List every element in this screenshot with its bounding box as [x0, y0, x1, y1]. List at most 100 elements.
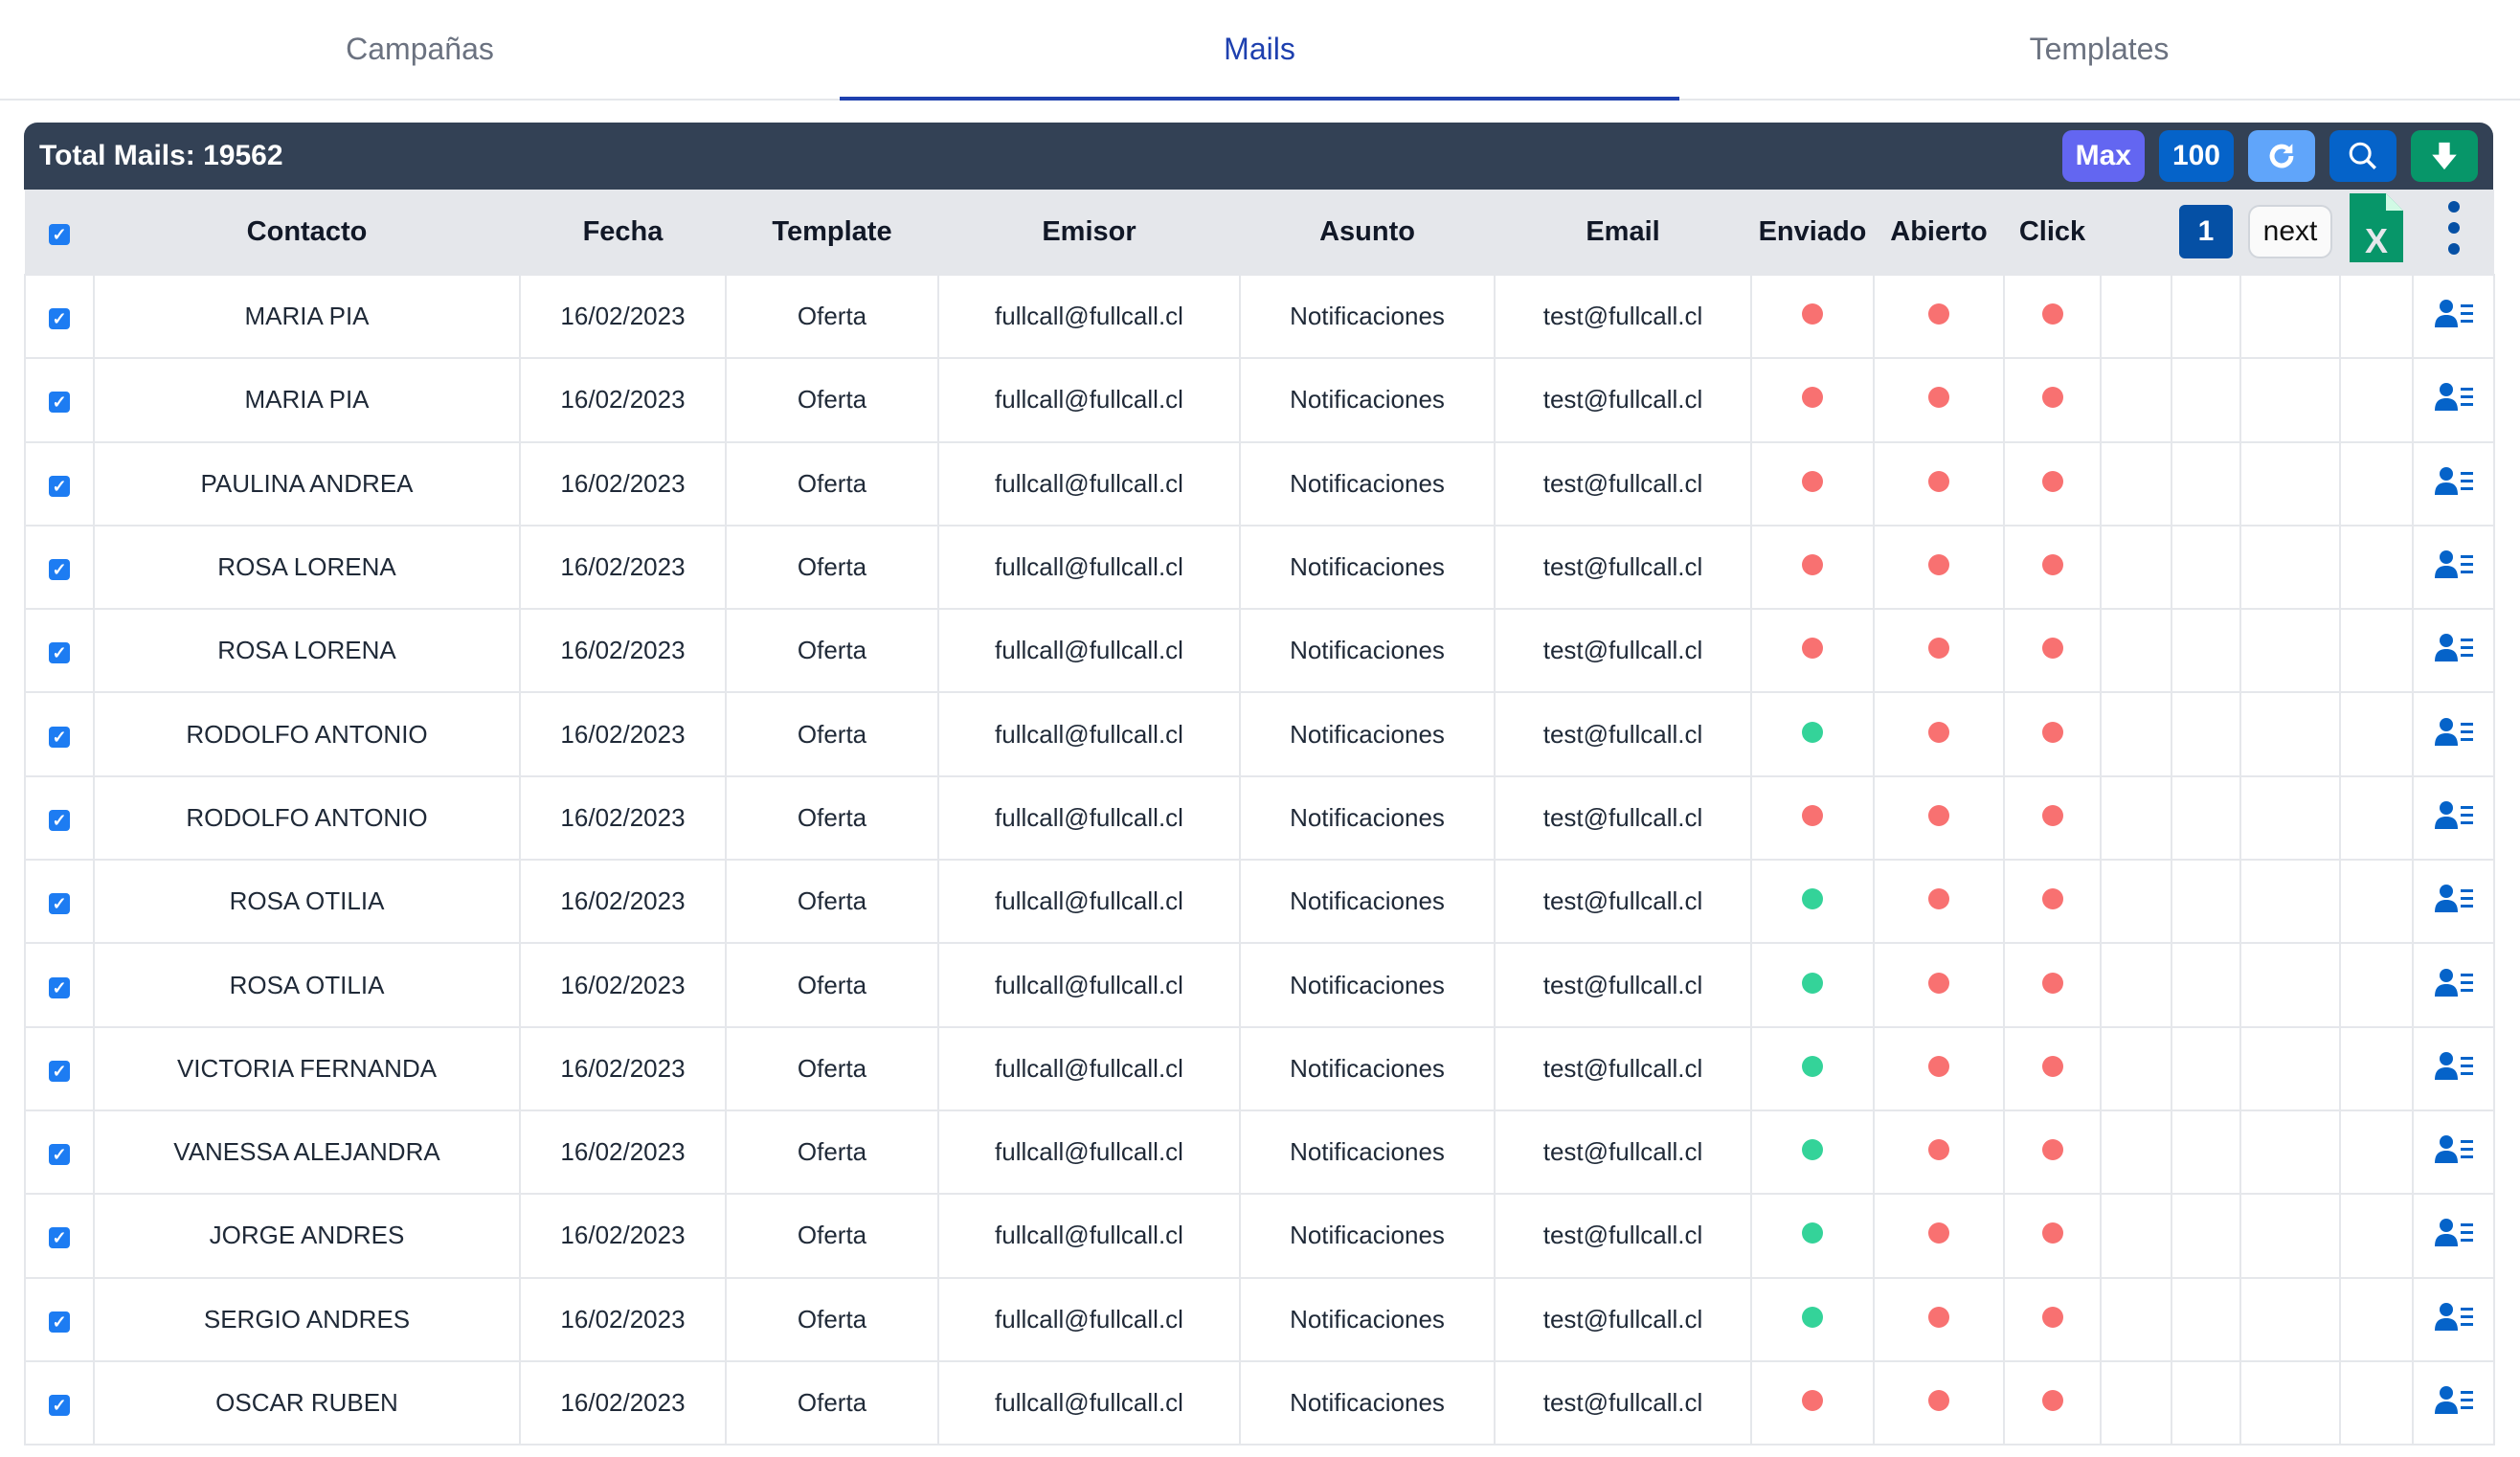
row-checkbox[interactable]: ✓ — [49, 475, 70, 497]
table-row[interactable]: ✓ MARIA PIA 16/02/2023 Oferta fullcall@f… — [24, 357, 2495, 443]
cell-fecha: 16/02/2023 — [519, 1109, 727, 1196]
click-status-dot — [2041, 554, 2063, 576]
row-checkbox[interactable]: ✓ — [49, 809, 70, 831]
table-row[interactable]: ✓ JORGE ANDRES 16/02/2023 Oferta fullcal… — [24, 1193, 2495, 1279]
contact-details-icon[interactable] — [2434, 299, 2473, 328]
contact-details-icon[interactable] — [2434, 1218, 2473, 1247]
select-all-checkbox[interactable]: ✓ — [49, 223, 70, 245]
cell-fecha: 16/02/2023 — [519, 942, 727, 1028]
contact-details-icon[interactable] — [2434, 968, 2473, 997]
cell-template: Oferta — [725, 774, 939, 862]
search-button[interactable] — [2329, 130, 2396, 182]
row-checkbox[interactable]: ✓ — [49, 1144, 70, 1166]
cell-template: Oferta — [725, 524, 939, 611]
cell-email: test@fullcall.cl — [1494, 691, 1752, 777]
table-row[interactable]: ✓ MARIA PIA 16/02/2023 Oferta fullcall@f… — [24, 273, 2495, 360]
cell-fecha: 16/02/2023 — [519, 691, 727, 777]
table-row[interactable]: ✓ VICTORIA FERNANDA 16/02/2023 Oferta fu… — [24, 1025, 2495, 1111]
col-template[interactable]: Template — [726, 190, 938, 275]
cell-fecha: 16/02/2023 — [519, 1359, 727, 1446]
table-row[interactable]: ✓ ROSA OTILIA 16/02/2023 Oferta fullcall… — [24, 859, 2495, 945]
col-emisor[interactable]: Emisor — [938, 190, 1240, 275]
click-status-dot — [2041, 721, 2063, 743]
click-status-dot — [2041, 387, 2063, 409]
abierto-status-dot — [1928, 470, 1949, 492]
cell-email: test@fullcall.cl — [1494, 1359, 1752, 1446]
contact-details-icon[interactable] — [2434, 633, 2473, 662]
download-button[interactable] — [2411, 130, 2478, 182]
contact-details-icon[interactable] — [2434, 1385, 2473, 1414]
cell-asunto: Notificaciones — [1239, 357, 1496, 443]
row-checkbox[interactable]: ✓ — [49, 976, 70, 998]
excel-export-icon[interactable]: X — [2350, 193, 2403, 262]
abierto-status-dot — [1928, 638, 1949, 660]
col-email[interactable]: Email — [1495, 190, 1751, 275]
row-checkbox[interactable]: ✓ — [49, 1311, 70, 1333]
enviado-status-dot — [1802, 1055, 1823, 1077]
cell-template: Oferta — [725, 1193, 939, 1279]
row-checkbox[interactable]: ✓ — [49, 392, 70, 414]
col-enviado[interactable]: Enviado — [1751, 190, 1874, 275]
row-checkbox[interactable]: ✓ — [49, 642, 70, 664]
cell-asunto: Notificaciones — [1239, 859, 1496, 945]
col-fecha[interactable]: Fecha — [520, 190, 726, 275]
enviado-status-dot — [1802, 804, 1823, 826]
contact-details-icon[interactable] — [2434, 717, 2473, 746]
more-options-icon[interactable] — [2444, 199, 2464, 257]
next-page-button[interactable]: next — [2248, 205, 2332, 258]
tab-campanas[interactable]: Campañas — [346, 32, 494, 66]
table-row[interactable]: ✓ SERGIO ANDRES 16/02/2023 Oferta fullca… — [24, 1276, 2495, 1362]
table-row[interactable]: ✓ ROSA LORENA 16/02/2023 Oferta fullcall… — [24, 524, 2495, 611]
page-1-button[interactable]: 1 — [2179, 205, 2233, 258]
refresh-button[interactable] — [2248, 130, 2315, 182]
enviado-status-dot — [1802, 972, 1823, 994]
table-row[interactable]: ✓ RODOLFO ANTONIO 16/02/2023 Oferta full… — [24, 774, 2495, 862]
abierto-status-dot — [1928, 303, 1949, 325]
click-status-dot — [2041, 888, 2063, 910]
contact-details-icon[interactable] — [2434, 466, 2473, 495]
cell-asunto: Notificaciones — [1239, 691, 1496, 777]
limit-100-button[interactable]: 100 — [2158, 130, 2234, 182]
table-row[interactable]: ✓ ROSA LORENA 16/02/2023 Oferta fullcall… — [24, 608, 2495, 694]
table-row[interactable]: ✓ OSCAR RUBEN 16/02/2023 Oferta fullcall… — [24, 1359, 2495, 1446]
contact-details-icon[interactable] — [2434, 549, 2473, 579]
cell-asunto: Notificaciones — [1239, 1025, 1496, 1111]
enviado-status-dot — [1802, 888, 1823, 910]
click-status-dot — [2041, 1390, 2063, 1411]
tab-templates[interactable]: Templates — [2029, 32, 2170, 66]
table-row[interactable]: ✓ RODOLFO ANTONIO 16/02/2023 Oferta full… — [24, 691, 2495, 777]
row-checkbox[interactable]: ✓ — [49, 1060, 70, 1082]
abierto-status-dot — [1928, 1139, 1949, 1161]
contact-details-icon[interactable] — [2434, 800, 2473, 829]
row-checkbox[interactable]: ✓ — [49, 559, 70, 581]
col-asunto[interactable]: Asunto — [1240, 190, 1495, 275]
cell-contacto: RODOLFO ANTONIO — [93, 691, 521, 777]
tab-mails[interactable]: Mails — [840, 0, 1679, 101]
abierto-status-dot — [1928, 554, 1949, 576]
contact-details-icon[interactable] — [2434, 1134, 2473, 1164]
contact-details-icon[interactable] — [2434, 884, 2473, 913]
table-row[interactable]: ✓ PAULINA ANDREA 16/02/2023 Oferta fullc… — [24, 440, 2495, 527]
contact-details-icon[interactable] — [2434, 1051, 2473, 1080]
cell-fecha: 16/02/2023 — [519, 774, 727, 862]
col-abierto[interactable]: Abierto — [1874, 190, 2004, 275]
contact-details-icon[interactable] — [2434, 382, 2473, 412]
table-row[interactable]: ✓ ROSA OTILIA 16/02/2023 Oferta fullcall… — [24, 942, 2495, 1028]
contact-details-icon[interactable] — [2434, 1302, 2473, 1331]
max-button[interactable]: Max — [2061, 130, 2145, 182]
cell-emisor: fullcall@fullcall.cl — [937, 774, 1241, 862]
row-checkbox[interactable]: ✓ — [49, 726, 70, 748]
col-contacto[interactable]: Contacto — [94, 190, 520, 275]
cell-contacto: PAULINA ANDREA — [93, 440, 521, 527]
row-checkbox[interactable]: ✓ — [49, 1227, 70, 1249]
col-click[interactable]: Click — [2004, 190, 2101, 275]
cell-fecha: 16/02/2023 — [519, 1025, 727, 1111]
table-row[interactable]: ✓ VANESSA ALEJANDRA 16/02/2023 Oferta fu… — [24, 1109, 2495, 1196]
cell-email: test@fullcall.cl — [1494, 524, 1752, 611]
cell-email: test@fullcall.cl — [1494, 1193, 1752, 1279]
row-checkbox[interactable]: ✓ — [49, 308, 70, 330]
row-checkbox[interactable]: ✓ — [49, 893, 70, 915]
cell-template: Oferta — [725, 1025, 939, 1111]
cell-email: test@fullcall.cl — [1494, 859, 1752, 945]
row-checkbox[interactable]: ✓ — [49, 1395, 70, 1416]
